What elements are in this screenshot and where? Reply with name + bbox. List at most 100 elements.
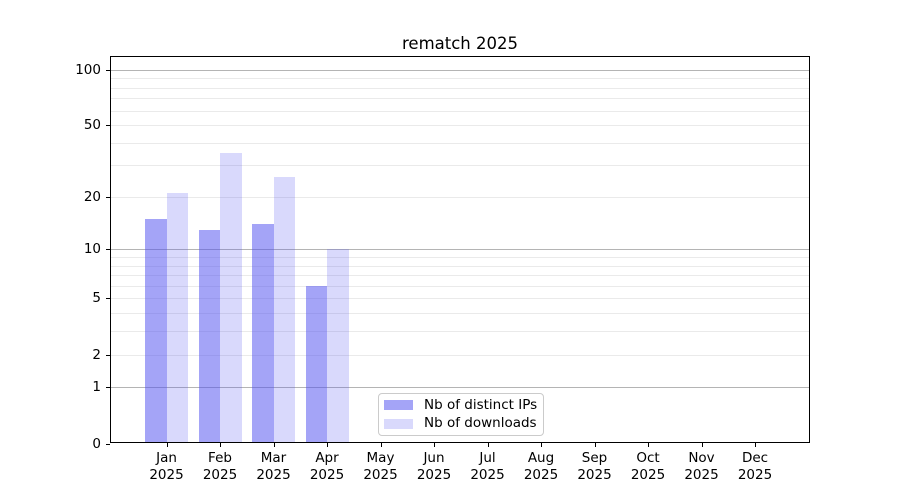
x-tick-mark-dec xyxy=(755,443,756,447)
x-tick-label-sep: Sep 2025 xyxy=(564,450,626,483)
gridline-minor-9 xyxy=(111,256,809,258)
month-label: Feb xyxy=(208,450,232,466)
year-label: 2025 xyxy=(309,466,345,483)
month-label: Jan xyxy=(156,450,177,466)
y-tick-mark-20 xyxy=(106,196,110,198)
y-tick-label-5: 5 xyxy=(92,290,101,307)
gridline-minor-90 xyxy=(111,78,809,80)
x-tick-mark-jun xyxy=(434,443,435,447)
bar-ips-apr xyxy=(305,285,327,442)
gridline-minor-60 xyxy=(111,110,809,112)
month-label: Sep xyxy=(581,450,608,466)
y-tick-mark-10 xyxy=(106,249,110,251)
legend-swatch-distinct-ips xyxy=(384,400,413,411)
bar-downloads-feb xyxy=(220,153,242,442)
y-tick-label-1: 1 xyxy=(92,379,101,396)
x-tick-label-jan: Jan 2025 xyxy=(136,450,198,483)
x-tick-label-jun: Jun 2025 xyxy=(403,450,465,483)
year-label: 2025 xyxy=(523,466,559,483)
bar-ips-feb xyxy=(198,229,220,442)
x-tick-mark-mar xyxy=(273,443,275,447)
gridline-major-100 xyxy=(111,69,809,71)
y-tick-mark-0 xyxy=(106,443,110,445)
month-label: Apr xyxy=(315,450,339,466)
y-tick-label-10: 10 xyxy=(83,241,101,258)
bar-ips-jan xyxy=(145,218,167,442)
gridline-minor-5 xyxy=(111,298,809,300)
month-label: Jun xyxy=(423,450,445,466)
x-tick-label-may: May 2025 xyxy=(350,450,412,483)
month-label: Mar xyxy=(260,450,287,466)
x-tick-mark-jan xyxy=(166,443,168,447)
year-label: 2025 xyxy=(684,466,719,483)
gridline-minor-70 xyxy=(111,98,809,100)
gridline-minor-7 xyxy=(111,275,809,277)
x-tick-label-aug: Aug 2025 xyxy=(510,450,572,483)
bar-downloads-apr xyxy=(327,249,349,442)
x-tick-mark-feb xyxy=(220,443,221,447)
x-tick-mark-oct xyxy=(648,443,649,447)
year-label: 2025 xyxy=(630,466,666,483)
year-label: 2025 xyxy=(149,466,184,483)
legend-label-downloads: Nb of downloads xyxy=(424,415,537,432)
plot-area xyxy=(110,56,810,443)
gridline-minor-80 xyxy=(111,87,809,89)
x-tick-mark-apr xyxy=(327,443,328,447)
month-label: Jul xyxy=(479,450,496,466)
year-label: 2025 xyxy=(470,466,505,483)
x-tick-label-feb: Feb 2025 xyxy=(189,450,251,483)
bar-downloads-jan xyxy=(166,193,188,442)
gridline-minor-40 xyxy=(111,142,809,144)
y-tick-label-20: 20 xyxy=(83,188,101,205)
legend: Nb of distinct IPs Nb of downloads xyxy=(378,393,544,436)
x-tick-label-mar: Mar 2025 xyxy=(243,450,305,483)
gridline-minor-6 xyxy=(111,285,809,287)
y-tick-mark-5 xyxy=(106,298,110,300)
legend-swatch-downloads xyxy=(384,418,413,429)
x-tick-label-jul: Jul 2025 xyxy=(457,450,519,483)
x-tick-mark-sep xyxy=(594,443,596,447)
gridline-major-10 xyxy=(111,249,809,251)
x-tick-label-dec: Dec 2025 xyxy=(724,450,786,483)
x-tick-mark-jul xyxy=(487,443,489,447)
year-label: 2025 xyxy=(202,466,238,483)
y-tick-label-2: 2 xyxy=(92,346,101,363)
month-label: Nov xyxy=(688,450,715,466)
x-tick-label-oct: Oct 2025 xyxy=(617,450,679,483)
year-label: 2025 xyxy=(363,466,398,483)
x-tick-label-nov: Nov 2025 xyxy=(671,450,733,483)
x-tick-mark-may xyxy=(380,443,382,447)
y-tick-label-100: 100 xyxy=(75,61,101,78)
gridline-minor-50 xyxy=(111,125,809,127)
gridline-minor-8 xyxy=(111,265,809,267)
year-label: 2025 xyxy=(256,466,291,483)
y-tick-mark-1 xyxy=(106,387,110,389)
x-tick-mark-nov xyxy=(701,443,703,447)
month-label: Oct xyxy=(636,450,660,466)
gridline-minor-4 xyxy=(111,313,809,315)
y-tick-mark-50 xyxy=(106,125,110,127)
bar-ips-mar xyxy=(252,224,274,442)
legend-item: Nb of downloads xyxy=(384,416,543,431)
gridline-minor-3 xyxy=(111,331,809,333)
month-label: Dec xyxy=(741,450,769,466)
gridline-minor-30 xyxy=(111,165,809,167)
year-label: 2025 xyxy=(737,466,773,483)
chart-title: rematch 2025 xyxy=(402,34,518,53)
gridline-minor-20 xyxy=(111,196,809,198)
gridline-minor-2 xyxy=(111,354,809,356)
year-label: 2025 xyxy=(416,466,452,483)
gridline-major-1 xyxy=(111,387,809,389)
month-label: May xyxy=(366,450,395,466)
x-tick-label-apr: Apr 2025 xyxy=(296,450,358,483)
legend-label-distinct-ips: Nb of distinct IPs xyxy=(424,396,538,413)
legend-item: Nb of distinct IPs xyxy=(384,396,543,413)
x-tick-mark-aug xyxy=(541,443,542,447)
y-tick-mark-100 xyxy=(106,69,110,71)
month-label: Aug xyxy=(527,450,555,466)
y-tick-label-50: 50 xyxy=(83,117,101,134)
y-tick-mark-2 xyxy=(106,354,110,356)
bar-downloads-mar xyxy=(273,176,295,442)
year-label: 2025 xyxy=(577,466,612,483)
